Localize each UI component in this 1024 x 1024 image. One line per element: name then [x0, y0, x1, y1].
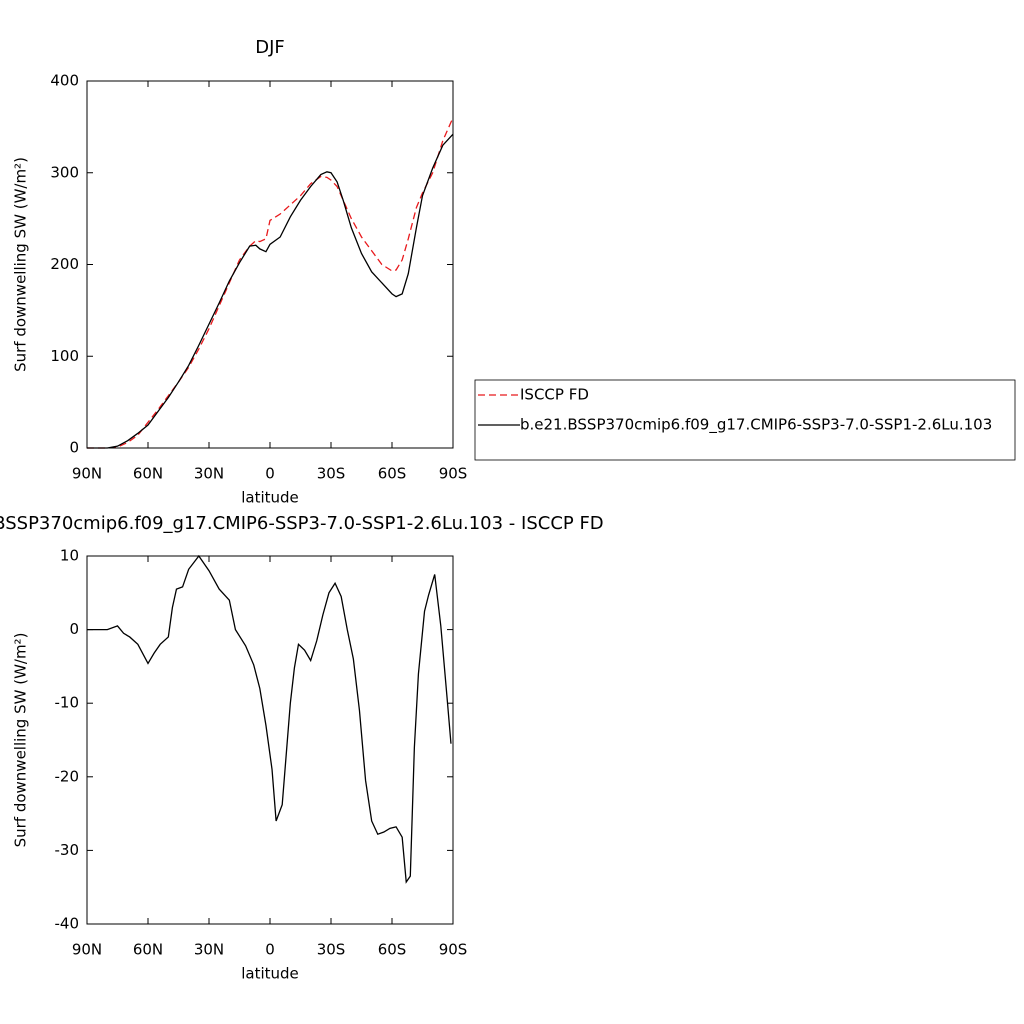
x-axis-label: latitude — [241, 489, 299, 507]
x-tick-label: 60N — [133, 941, 163, 959]
x-tick-label: 30N — [194, 465, 224, 483]
chart-title: DJF — [255, 37, 285, 58]
plot-frame — [86, 80, 454, 449]
y-tick-label: 200 — [50, 255, 79, 273]
x-axis-label: latitude — [241, 965, 299, 983]
x-tick-label: 90S — [439, 465, 468, 483]
data-line — [87, 554, 452, 884]
data-line — [87, 133, 454, 449]
y-axis-label: Surf downwelling SW (W/m²) — [12, 633, 30, 848]
x-tick-label: 90N — [72, 941, 102, 959]
y-tick-label: 100 — [50, 347, 79, 365]
y-tick-label: 10 — [60, 547, 79, 565]
y-tick-label: 400 — [50, 72, 79, 90]
legend-label: b.e21.BSSP370cmip6.f09_g17.CMIP6-SSP3-7.… — [520, 416, 992, 435]
chart-title: b.e21.BSSP370cmip6.f09_g17.CMIP6-SSP3-7.… — [0, 513, 604, 534]
y-tick-label: -30 — [55, 841, 80, 859]
y-tick-label: 300 — [50, 163, 79, 181]
x-tick-label: 30S — [317, 465, 346, 483]
x-tick-label: 90N — [72, 465, 102, 483]
plot-frame — [86, 555, 454, 925]
x-tick-label: 60S — [378, 465, 407, 483]
y-tick-label: -20 — [55, 767, 80, 785]
y-tick-label: -40 — [55, 915, 80, 933]
x-tick-label: 30N — [194, 941, 224, 959]
y-tick-label: -10 — [55, 694, 80, 712]
x-tick-label: 60S — [378, 941, 407, 959]
x-tick-label: 0 — [265, 941, 275, 959]
y-tick-label: 0 — [69, 620, 79, 638]
y-axis-label: Surf downwelling SW (W/m²) — [12, 157, 30, 372]
x-tick-label: 90S — [439, 941, 468, 959]
legend-label: ISCCP FD — [520, 386, 589, 404]
data-line — [87, 117, 454, 449]
x-tick-label: 30S — [317, 941, 346, 959]
legend-box — [474, 379, 1016, 461]
y-tick-label: 0 — [69, 439, 79, 457]
x-tick-label: 60N — [133, 465, 163, 483]
x-tick-label: 0 — [265, 465, 275, 483]
